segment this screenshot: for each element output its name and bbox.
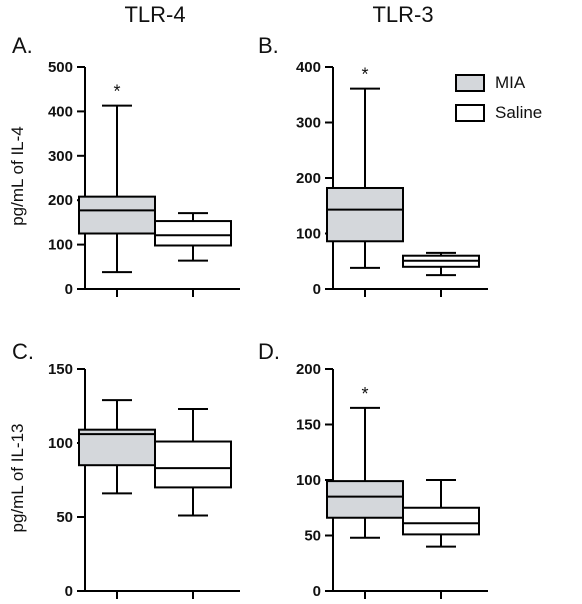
legend: MIA Saline xyxy=(455,68,542,128)
y-tick-label: 50 xyxy=(56,509,73,526)
box-saline-iqr xyxy=(154,220,232,247)
box-saline-iqr xyxy=(402,506,480,536)
y-tick-label: 0 xyxy=(65,583,73,600)
significance-asterisk: * xyxy=(361,65,368,85)
y-tick-label: 300 xyxy=(296,115,321,132)
box-mia-iqr xyxy=(326,186,404,243)
y-tick-label: 200 xyxy=(48,192,73,209)
y-tick-label: 0 xyxy=(313,281,321,298)
legend-swatch-saline xyxy=(455,104,485,122)
y-tick-label: 200 xyxy=(296,361,321,378)
y-tick-label: 150 xyxy=(296,417,321,434)
legend-label-mia: MIA xyxy=(495,73,526,92)
y-tick-label: 0 xyxy=(313,583,321,600)
column-title-tlr4: TLR-4 xyxy=(124,2,186,27)
y-tick-label: 0 xyxy=(65,281,73,298)
y-tick-label: 100 xyxy=(296,226,321,243)
y-tick-label: 300 xyxy=(48,148,73,165)
significance-asterisk: * xyxy=(361,384,368,404)
y-tick-label: 150 xyxy=(48,361,73,378)
legend-item-saline: Saline xyxy=(455,98,542,128)
y-tick-label: 50 xyxy=(304,528,321,545)
box-mia-iqr xyxy=(78,195,156,235)
box-saline-iqr xyxy=(154,440,232,489)
y-tick-label: 500 xyxy=(48,59,73,76)
y-tick-label: 100 xyxy=(48,237,73,254)
y-tick-label: 200 xyxy=(296,170,321,187)
y-tick-label: 400 xyxy=(48,103,73,120)
panel-label-a: A. xyxy=(12,33,33,58)
significance-asterisk: * xyxy=(113,82,120,102)
legend-swatch-mia xyxy=(455,74,485,92)
legend-item-mia: MIA xyxy=(455,68,542,98)
box-mia-iqr xyxy=(326,480,404,519)
y-tick-label: 100 xyxy=(296,472,321,489)
legend-label-saline: Saline xyxy=(495,103,543,122)
panel-label-c: C. xyxy=(12,339,34,364)
y-tick-label: 400 xyxy=(296,59,321,76)
column-title-tlr3: TLR-3 xyxy=(372,2,434,27)
panel-label-b: B. xyxy=(258,33,279,58)
y-tick-label: 100 xyxy=(48,435,73,452)
panel-label-d: D. xyxy=(258,339,280,364)
box-mia-iqr xyxy=(78,428,156,467)
